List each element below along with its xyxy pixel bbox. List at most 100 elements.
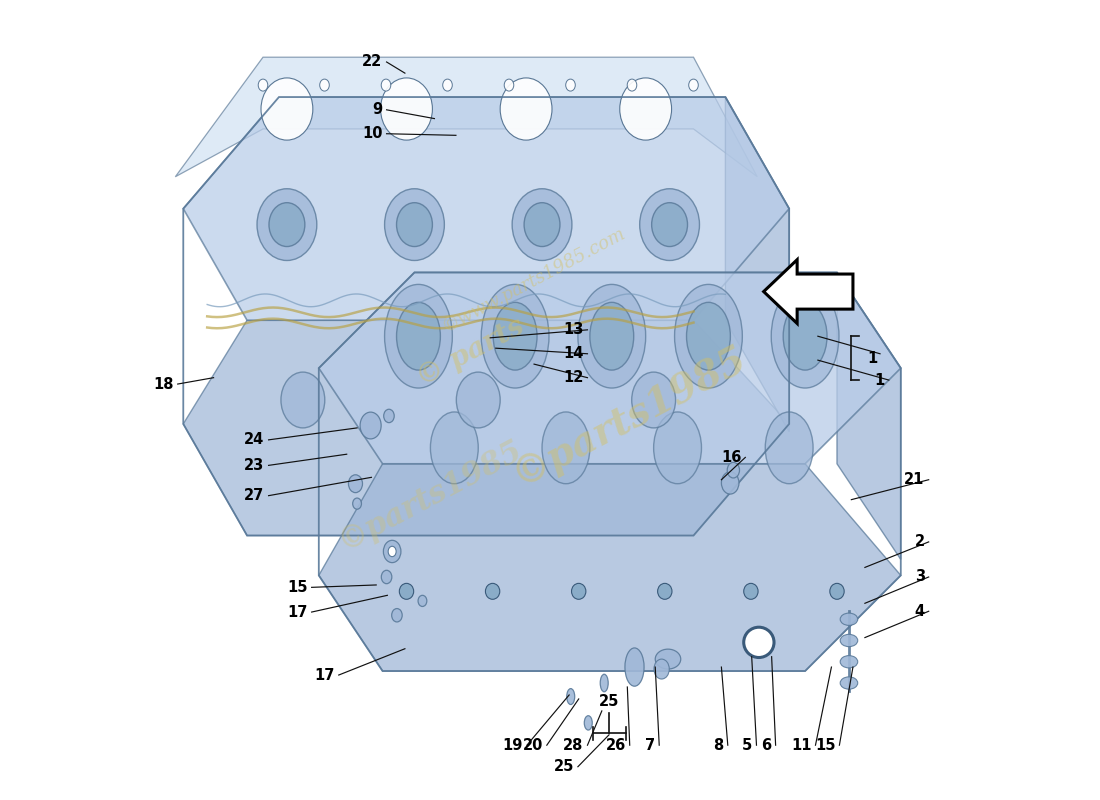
Ellipse shape bbox=[381, 78, 432, 140]
Ellipse shape bbox=[631, 372, 675, 428]
Ellipse shape bbox=[396, 302, 440, 370]
Text: 26: 26 bbox=[605, 738, 626, 753]
Ellipse shape bbox=[722, 472, 739, 494]
Ellipse shape bbox=[744, 583, 758, 599]
Ellipse shape bbox=[656, 649, 681, 669]
Text: 15: 15 bbox=[287, 580, 308, 595]
Ellipse shape bbox=[442, 79, 452, 91]
Text: 17: 17 bbox=[287, 605, 308, 619]
Ellipse shape bbox=[385, 189, 444, 261]
Ellipse shape bbox=[674, 285, 742, 388]
Text: 2: 2 bbox=[914, 534, 925, 550]
Ellipse shape bbox=[456, 372, 501, 428]
Ellipse shape bbox=[653, 412, 702, 484]
Ellipse shape bbox=[399, 583, 414, 599]
Text: 3: 3 bbox=[914, 570, 925, 585]
Text: 10: 10 bbox=[362, 126, 383, 142]
Ellipse shape bbox=[396, 202, 432, 246]
Text: ©parts1985: ©parts1985 bbox=[333, 434, 528, 558]
Ellipse shape bbox=[280, 372, 324, 428]
Ellipse shape bbox=[384, 540, 400, 562]
Text: 9: 9 bbox=[373, 102, 383, 118]
Polygon shape bbox=[837, 273, 901, 559]
Text: ©www.parts1985.com: ©www.parts1985.com bbox=[439, 224, 629, 337]
Ellipse shape bbox=[500, 78, 552, 140]
Ellipse shape bbox=[840, 613, 858, 626]
Ellipse shape bbox=[578, 285, 646, 388]
Ellipse shape bbox=[261, 78, 312, 140]
Ellipse shape bbox=[654, 659, 669, 679]
Ellipse shape bbox=[430, 412, 478, 484]
Ellipse shape bbox=[270, 202, 305, 246]
Ellipse shape bbox=[384, 410, 394, 422]
Text: 1: 1 bbox=[867, 350, 878, 366]
Text: 22: 22 bbox=[362, 54, 383, 70]
Text: 6: 6 bbox=[761, 738, 771, 753]
Text: 25: 25 bbox=[600, 694, 619, 710]
Text: 19: 19 bbox=[503, 738, 522, 753]
Text: 16: 16 bbox=[720, 450, 741, 465]
Polygon shape bbox=[175, 57, 757, 177]
Ellipse shape bbox=[572, 583, 586, 599]
Ellipse shape bbox=[382, 79, 390, 91]
Ellipse shape bbox=[320, 79, 329, 91]
Ellipse shape bbox=[542, 412, 590, 484]
Ellipse shape bbox=[686, 302, 730, 370]
Text: 17: 17 bbox=[315, 667, 334, 682]
Ellipse shape bbox=[385, 285, 452, 388]
Text: 7: 7 bbox=[645, 738, 656, 753]
Ellipse shape bbox=[504, 79, 514, 91]
Ellipse shape bbox=[257, 189, 317, 261]
Ellipse shape bbox=[771, 285, 839, 388]
Ellipse shape bbox=[513, 189, 572, 261]
Ellipse shape bbox=[584, 716, 592, 730]
Ellipse shape bbox=[565, 79, 575, 91]
Polygon shape bbox=[184, 97, 789, 320]
Ellipse shape bbox=[353, 498, 362, 510]
Text: © parts: © parts bbox=[411, 313, 529, 392]
Ellipse shape bbox=[493, 302, 537, 370]
Ellipse shape bbox=[388, 546, 396, 557]
Text: 20: 20 bbox=[522, 738, 542, 753]
Polygon shape bbox=[763, 260, 852, 323]
Ellipse shape bbox=[590, 302, 634, 370]
Ellipse shape bbox=[601, 674, 608, 692]
Text: 24: 24 bbox=[244, 432, 265, 447]
Text: 27: 27 bbox=[244, 488, 265, 503]
Ellipse shape bbox=[766, 412, 813, 484]
Ellipse shape bbox=[258, 79, 267, 91]
Ellipse shape bbox=[485, 583, 499, 599]
Ellipse shape bbox=[382, 570, 392, 584]
Text: 28: 28 bbox=[563, 738, 583, 753]
Text: 11: 11 bbox=[791, 738, 812, 753]
Ellipse shape bbox=[625, 648, 645, 686]
Ellipse shape bbox=[840, 634, 858, 646]
Ellipse shape bbox=[627, 79, 637, 91]
Ellipse shape bbox=[689, 79, 698, 91]
Ellipse shape bbox=[658, 583, 672, 599]
Text: 13: 13 bbox=[563, 322, 583, 338]
Ellipse shape bbox=[783, 302, 827, 370]
Ellipse shape bbox=[840, 677, 858, 689]
Ellipse shape bbox=[727, 462, 739, 478]
Polygon shape bbox=[319, 273, 901, 464]
Polygon shape bbox=[725, 97, 789, 432]
Text: 1: 1 bbox=[874, 373, 884, 387]
Ellipse shape bbox=[481, 285, 549, 388]
Ellipse shape bbox=[524, 202, 560, 246]
Text: 14: 14 bbox=[563, 346, 583, 362]
Ellipse shape bbox=[840, 656, 858, 668]
Ellipse shape bbox=[640, 189, 700, 261]
Text: 15: 15 bbox=[815, 738, 835, 753]
Text: 23: 23 bbox=[244, 458, 265, 473]
Text: 25: 25 bbox=[553, 759, 574, 774]
Text: 4: 4 bbox=[914, 604, 925, 618]
Polygon shape bbox=[319, 464, 901, 671]
Ellipse shape bbox=[392, 609, 403, 622]
Ellipse shape bbox=[651, 202, 688, 246]
Ellipse shape bbox=[829, 583, 844, 599]
Ellipse shape bbox=[566, 689, 574, 705]
Ellipse shape bbox=[349, 474, 363, 493]
Ellipse shape bbox=[744, 627, 774, 658]
Text: 12: 12 bbox=[563, 370, 583, 385]
